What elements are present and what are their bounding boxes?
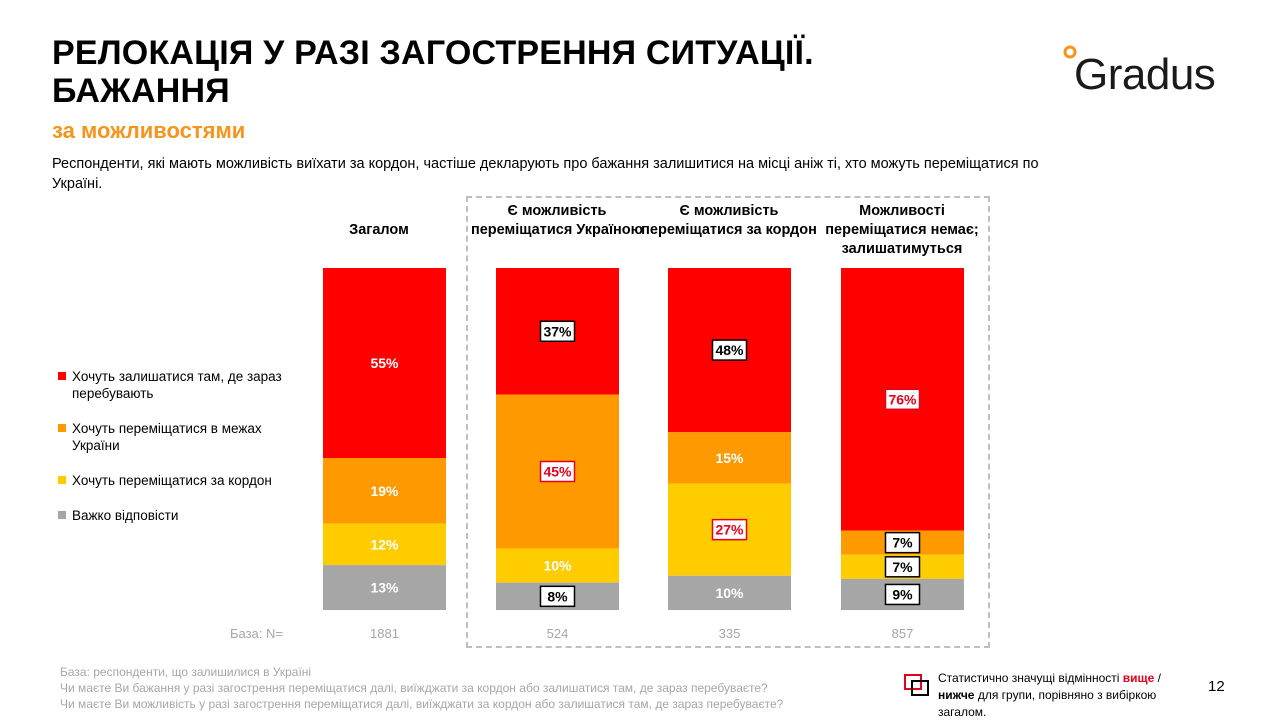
legend-label-abroad: Хочуть переміщатися за кордон — [72, 473, 272, 488]
significance-lower: нижче — [938, 688, 975, 702]
data-label-hard-abroad: 10% — [715, 585, 744, 601]
significance-higher: вище — [1122, 671, 1155, 685]
base-label: База: N= — [230, 626, 283, 641]
bar-segment-abroad-overall — [323, 523, 446, 566]
group-dashed-frame — [466, 196, 990, 648]
data-label-ukraine-no-option: 7% — [892, 535, 913, 551]
legend-swatch-orange — [58, 424, 66, 432]
page-title: РЕЛОКАЦІЯ У РАЗІ ЗАГОСТРЕННЯ СИТУАЦІЇ. Б… — [52, 34, 814, 110]
data-label-hard-overall: 13% — [370, 580, 399, 596]
bar-segment-hard-overall — [323, 565, 446, 610]
column-header-no-option: Можливості переміщатися немає; залишатим… — [825, 203, 979, 257]
bar-segment-ukraine-abroad — [668, 432, 791, 484]
logo-dot-icon — [1063, 45, 1077, 59]
legend-swatch-gray — [58, 511, 66, 519]
data-label-stay-abroad: 48% — [715, 342, 744, 358]
bar-segment-abroad-ukraine — [496, 548, 619, 583]
chart-legend: Хочуть залишатися там, де зараз перебува… — [58, 368, 298, 524]
data-label-abroad-abroad: 27% — [715, 522, 744, 538]
data-label-stay-no-option: 76% — [888, 391, 917, 407]
significance-box-ukraine-ukraine — [539, 460, 576, 483]
data-label-ukraine-ukraine: 45% — [543, 463, 572, 479]
base-value-abroad: 335 — [719, 626, 741, 641]
data-label-ukraine-abroad: 15% — [715, 450, 744, 466]
significance-box-abroad-no-option — [884, 556, 921, 578]
significance-box-hard-ukraine — [539, 585, 576, 608]
significance-box-stay-ukraine — [539, 320, 576, 343]
page-number: 12 — [1208, 678, 1225, 695]
footnote-question-possibility: Чи маєте Ви можливість у разі загостренн… — [60, 697, 784, 711]
data-label-stay-ukraine: 37% — [543, 323, 572, 339]
base-value-no-option: 857 — [892, 626, 914, 641]
significance-box-hard-no-option — [884, 583, 921, 606]
legend-item-abroad: Хочуть переміщатися за кордон — [58, 472, 298, 489]
significance-text-part1: Статистично значущі відмінності — [938, 671, 1123, 685]
data-label-abroad-no-option: 7% — [892, 559, 913, 575]
base-value-overall: 1881 — [370, 626, 399, 641]
bar-segment-ukraine-overall — [323, 458, 446, 524]
significance-box-stay-abroad — [711, 339, 748, 361]
significance-text-part2: для групи, порівняно з вибіркою загалом. — [938, 688, 1157, 719]
legend-swatch-yellow — [58, 476, 66, 484]
legend-label-ukraine: Хочуть переміщатися в межах України — [72, 421, 262, 453]
column-header-ukraine: Є можливість переміщатися Україною — [470, 203, 644, 238]
base-value-ukraine: 524 — [547, 626, 569, 641]
significance-legend-text: Статистично значущі відмінності вище / н… — [938, 670, 1194, 721]
legend-item-stay: Хочуть залишатися там, де зараз перебува… — [58, 368, 298, 402]
footnote-question-desire: Чи маєте Ви бажання у разі загострення п… — [60, 681, 768, 695]
column-header-overall: Загалом — [349, 222, 409, 238]
significance-box-abroad-abroad — [711, 518, 748, 541]
data-label-ukraine-overall: 19% — [370, 483, 399, 499]
bar-segment-hard-abroad — [668, 575, 791, 610]
logo-text: Gradus — [1074, 50, 1216, 99]
legend-item-hard: Важко відповісти — [58, 507, 298, 524]
title-line-2: БАЖАННЯ — [52, 72, 230, 110]
significance-slash: / — [1154, 671, 1162, 685]
legend-item-ukraine: Хочуть переміщатися в межах України — [58, 420, 298, 454]
bar-segment-stay-overall — [323, 268, 446, 458]
data-label-stay-overall: 55% — [370, 355, 399, 371]
gradus-logo: Gradus — [1062, 44, 1242, 104]
column-header-abroad: Є можливість переміщатися за кордон — [641, 203, 817, 238]
data-label-abroad-ukraine: 10% — [543, 558, 572, 574]
significance-squares-icon — [904, 674, 929, 696]
title-line-1: РЕЛОКАЦІЯ У РАЗІ ЗАГОСТРЕННЯ СИТУАЦІЇ. — [52, 34, 814, 72]
slide-description: Респонденти, які мають можливість виїхат… — [52, 156, 1039, 192]
data-label-abroad-overall: 12% — [370, 536, 399, 552]
page-subtitle: за можливостями — [52, 118, 246, 143]
legend-swatch-red — [58, 372, 66, 380]
data-label-hard-ukraine: 8% — [547, 588, 568, 604]
footnotes: База: респонденти, що залишилися в Украї… — [60, 664, 880, 712]
legend-label-hard: Важко відповісти — [72, 508, 179, 523]
footnote-base: База: респонденти, що залишилися в Украї… — [60, 665, 312, 679]
significance-box-ukraine-no-option — [884, 531, 921, 554]
data-label-hard-no-option: 9% — [892, 586, 913, 602]
legend-label-stay: Хочуть залишатися там, де зараз перебува… — [72, 369, 282, 401]
significance-box-stay-no-option — [884, 388, 921, 411]
